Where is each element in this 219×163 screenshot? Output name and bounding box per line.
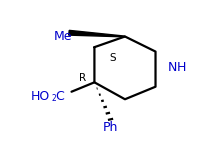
Text: S: S [110,53,116,63]
Text: Me: Me [54,30,72,43]
Text: N: N [167,61,177,74]
Text: 2: 2 [51,94,56,103]
Polygon shape [69,30,125,37]
Text: Ph: Ph [103,121,118,134]
Text: C: C [55,90,64,103]
Text: H: H [176,61,186,74]
Text: R: R [79,73,86,83]
Text: HO: HO [30,90,50,103]
